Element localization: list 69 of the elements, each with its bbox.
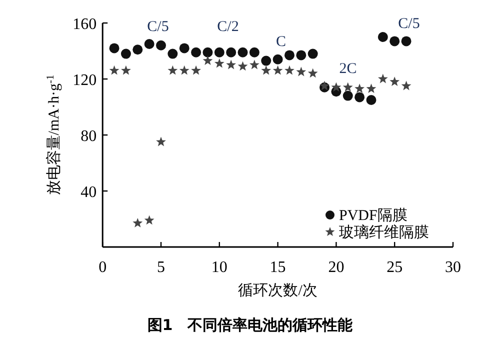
- point: [342, 82, 353, 92]
- point: [272, 54, 283, 64]
- point: [168, 48, 178, 59]
- y-tick-label: 160: [72, 16, 97, 33]
- point: [168, 65, 178, 75]
- point: [354, 84, 365, 94]
- point: [390, 36, 400, 46]
- point: [179, 65, 190, 75]
- point: [354, 92, 365, 102]
- point: [401, 80, 412, 90]
- x-axis-title: 循环次数/次: [238, 283, 318, 299]
- point: [284, 65, 294, 75]
- point: [214, 58, 224, 68]
- text: 图1 不同倍率电池的循环性能: [147, 316, 354, 334]
- y-tick-label: 120: [72, 72, 97, 89]
- annotation: C: [276, 34, 286, 50]
- x-tick-label: 30: [445, 259, 461, 276]
- x-tick-label: 5: [157, 259, 165, 276]
- point: [284, 50, 294, 60]
- x-tick-label: 0: [98, 259, 107, 276]
- point: [109, 43, 120, 54]
- point: [249, 47, 260, 58]
- point: [390, 76, 400, 86]
- annotation: 2C: [339, 61, 357, 77]
- point: [109, 65, 120, 75]
- point: [308, 48, 318, 59]
- point: [238, 61, 248, 71]
- point: [191, 47, 202, 58]
- x-tick-label: 15: [270, 259, 286, 276]
- point: [342, 90, 353, 101]
- point: [296, 50, 306, 60]
- annotation: C/2: [217, 19, 239, 35]
- x-tick-label: 25: [386, 259, 403, 276]
- point: [226, 47, 236, 58]
- point: [249, 60, 260, 70]
- point: [202, 56, 213, 66]
- point: [261, 65, 272, 75]
- point: [331, 82, 342, 92]
- point: [144, 215, 154, 225]
- point: [366, 95, 376, 105]
- point: [366, 84, 376, 94]
- point: [401, 36, 412, 46]
- point: [226, 60, 236, 70]
- y-tick-label: 40: [80, 184, 97, 201]
- point: [132, 44, 143, 55]
- point: [179, 43, 190, 54]
- point: [121, 65, 131, 75]
- point: [296, 66, 306, 76]
- point: [202, 47, 213, 58]
- point: [378, 32, 388, 42]
- point: [120, 48, 131, 59]
- annotation: C/5: [147, 19, 169, 35]
- annotation: C/5: [398, 16, 420, 32]
- x-tick-label: 20: [328, 259, 344, 276]
- point: [378, 74, 388, 84]
- legend-label: PVDF隔膜: [339, 207, 408, 224]
- point: [261, 56, 272, 66]
- point: [238, 47, 248, 58]
- point: [156, 40, 166, 50]
- point: [132, 218, 143, 228]
- point: [191, 65, 201, 75]
- point: [272, 65, 283, 75]
- point: [144, 39, 154, 49]
- point: [214, 47, 224, 58]
- point: [308, 68, 318, 78]
- legend-label: 玻璃纤维隔膜: [339, 224, 429, 241]
- x-tick-label: 10: [211, 259, 228, 276]
- point: [156, 136, 166, 146]
- y-tick-label: 80: [80, 128, 97, 145]
